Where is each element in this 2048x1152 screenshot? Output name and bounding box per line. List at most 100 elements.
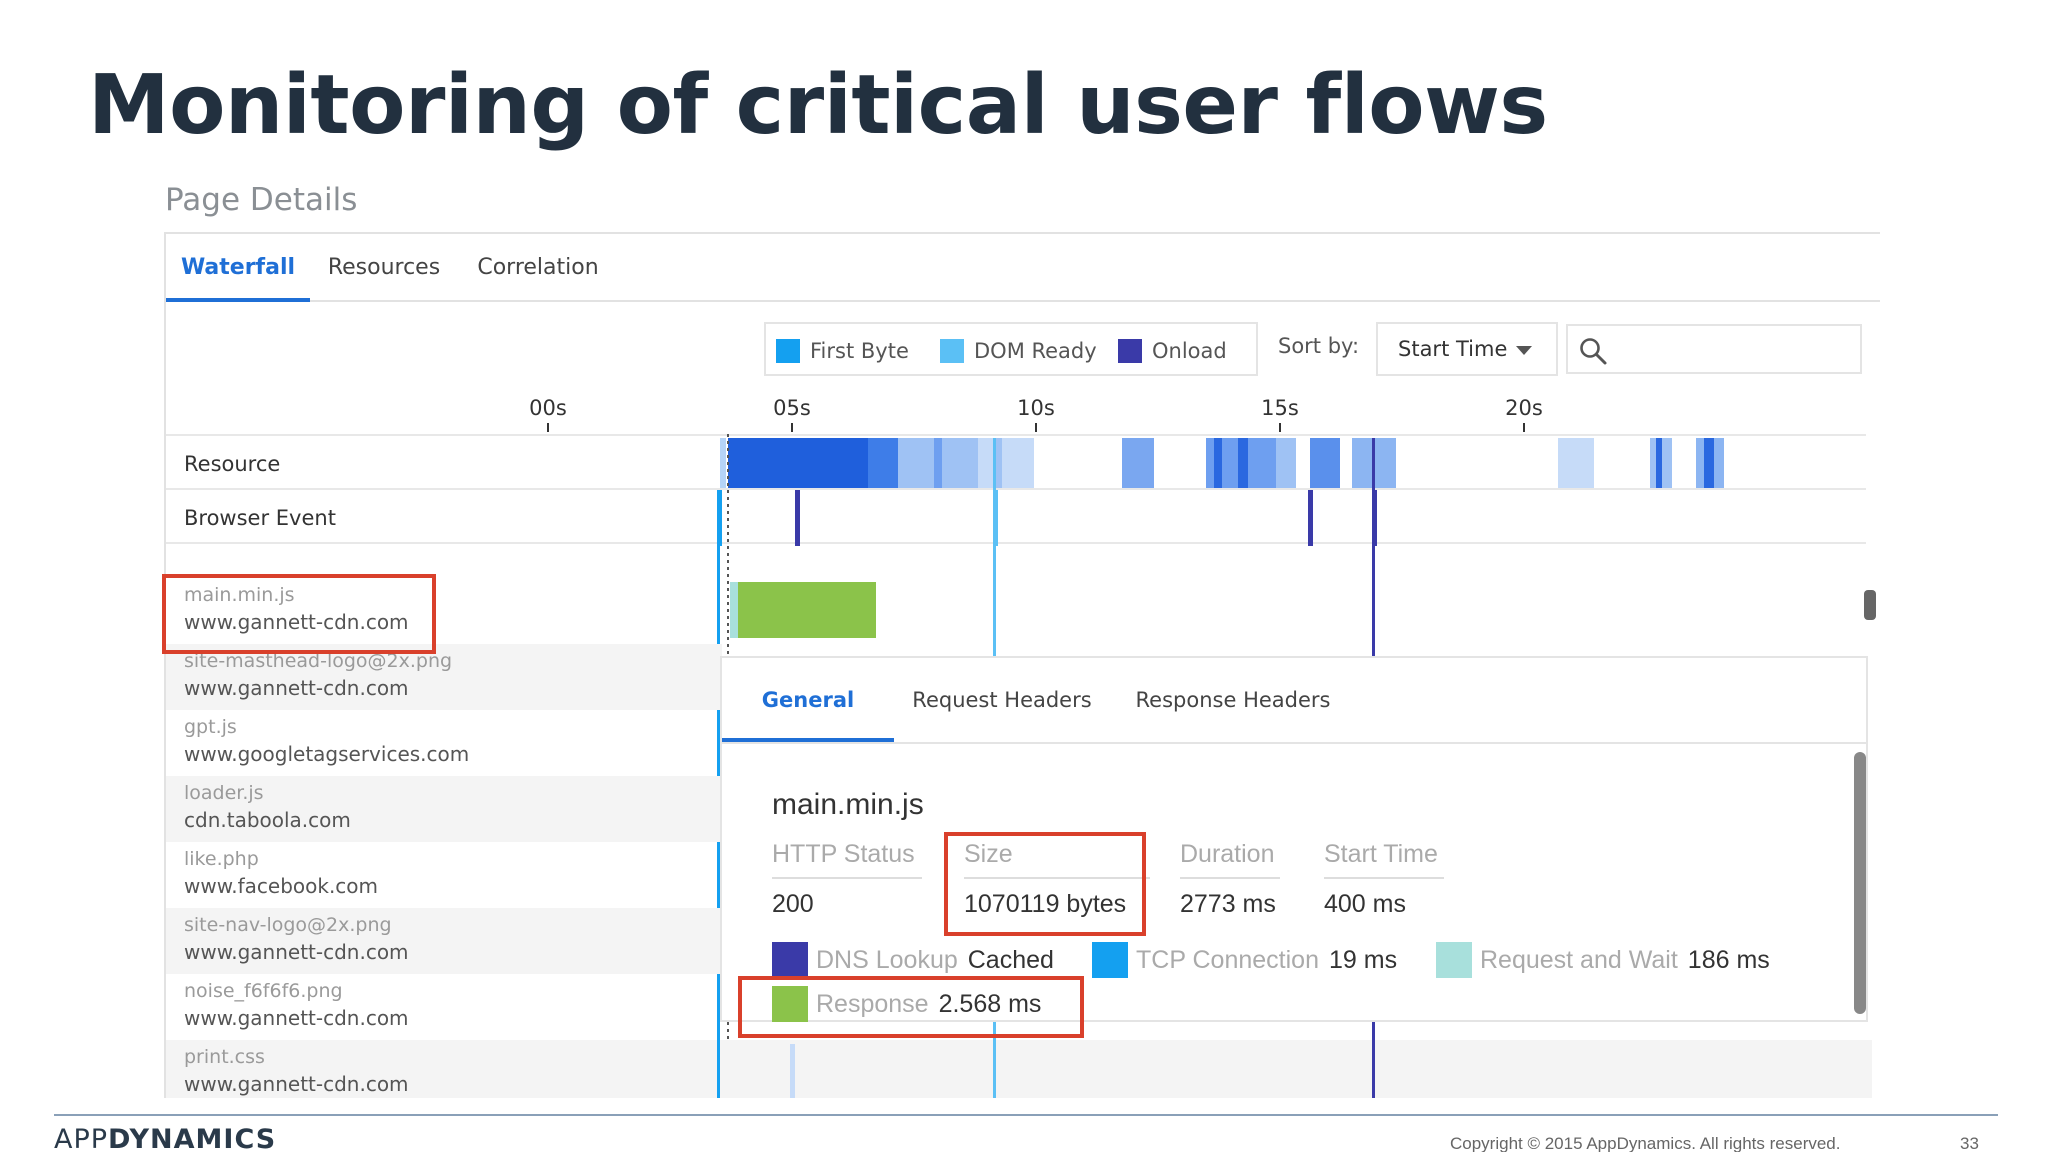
list-item[interactable]: like.php www.facebook.com [166,842,722,908]
resource-host: www.googletagservices.com [184,742,470,766]
detail-title: main.min.js [772,788,924,821]
timing-request-and-wait: Request and Wait 186 ms [1436,942,1770,978]
row-label-browser-event: Browser Event [184,506,336,530]
search-icon [1580,338,1607,365]
sort-value: Start Time [1398,337,1508,361]
highlight-response-timing [738,976,1084,1038]
list-item[interactable]: site-masthead-logo@2x.png www.gannett-cd… [166,644,722,710]
response-swatch [772,986,808,1022]
resource-host: www.gannett-cdn.com [184,1072,409,1096]
resource-segment [934,438,942,488]
first-byte-event-marker [717,490,722,546]
page-number: 33 [1960,1134,1979,1152]
onload-event-marker [795,490,800,546]
legend-first-byte[interactable]: First Byte [776,337,909,365]
field-value-size: 1070119 bytes [964,890,1127,918]
resource-name: main.min.js [184,584,295,606]
tick-label: 00s [529,396,567,420]
page-details-title: Page Details [165,182,358,218]
list-scrollbar[interactable] [1864,590,1876,620]
resource-host: cdn.taboola.com [184,808,351,832]
onload-event-marker [1372,490,1377,546]
copyright-text: Copyright © 2015 AppDynamics. All rights… [1450,1134,1841,1152]
legend-label: DOM Ready [974,339,1097,363]
field-value-duration: 2773 ms [1180,890,1276,918]
page-details-panel: Waterfall Resources Correlation First By… [164,232,1880,1098]
list-item[interactable]: site-nav-logo@2x.png www.gannett-cdn.com [166,908,722,974]
row-label-resource: Resource [184,452,281,476]
row-background [722,1040,1872,1098]
list-item[interactable]: noise_f6f6f6.png www.gannett-cdn.com [166,974,722,1040]
resource-segment [1704,438,1714,488]
onload-event-marker [1308,490,1313,546]
search-input[interactable] [1566,324,1862,374]
tab-request-headers[interactable]: Request Headers [912,688,1092,712]
legend-label: Onload [1152,339,1227,363]
highlight-resource-row [162,574,436,654]
timing-label: DNS Lookup [816,945,958,974]
list-item[interactable]: main.min.js www.gannett-cdn.com [166,578,722,644]
resource-host: www.gannett-cdn.com [184,676,409,700]
list-item[interactable]: print.css www.gannett-cdn.com [166,1040,722,1098]
legend-dom-ready[interactable]: DOM Ready [940,337,1097,365]
resource-name: site-masthead-logo@2x.png [184,650,453,672]
logo-bold-text: DYNAMICS [108,1124,277,1152]
dom-ready-line [993,1040,996,1098]
timing-value: 2.568 ms [938,989,1042,1018]
resource-host: www.gannett-cdn.com [184,610,409,634]
tcp-connection-swatch [1092,942,1128,978]
logo-light-text: APP [54,1124,109,1152]
tab-resources[interactable]: Resources [327,255,441,280]
resource-name: like.php [184,848,259,870]
resource-segment [978,438,1034,488]
tab-waterfall[interactable]: Waterfall [166,234,310,302]
resource-segment [1238,438,1248,488]
sort-label: Sort by: [1278,334,1360,358]
resource-name: loader.js [184,782,264,804]
resource-name: print.css [184,1046,265,1068]
detail-divider [722,742,1868,744]
resource-host: www.gannett-cdn.com [184,940,409,964]
appdynamics-logo: APPDYNAMICS [54,1124,276,1152]
first-byte-line [717,1040,720,1098]
field-label-http-status: HTTP Status [772,840,922,879]
list-item[interactable]: loader.js cdn.taboola.com [166,776,722,842]
timing-label: Request and Wait [1480,945,1678,974]
resource-segment [868,438,898,488]
detail-scrollbar[interactable] [1854,752,1866,1014]
field-value-http-status: 200 [772,890,814,918]
legend-onload[interactable]: Onload [1118,337,1227,365]
tick-label: 15s [1261,396,1299,420]
resource-host: www.facebook.com [184,874,379,898]
tab-general[interactable]: General [722,658,894,742]
tick-mark [1279,423,1281,432]
dns-lookup-swatch [772,942,808,978]
legend-label: First Byte [810,339,909,363]
resource-segment [720,438,726,488]
tab-correlation[interactable]: Correlation [477,255,599,280]
timing-label: Response [816,989,929,1018]
resource-detail-popover: General Request Headers Response Headers… [720,656,1868,1022]
dom-ready-event-marker [993,490,998,546]
resource-segment [1122,438,1154,488]
resource-segment [1276,438,1296,488]
timing-response: Response 2.568 ms [772,986,1041,1022]
onload-swatch [1118,339,1142,363]
onload-line [1372,1040,1375,1098]
resource-segment [1310,438,1340,488]
tab-response-headers[interactable]: Response Headers [1135,688,1331,712]
highlight-size-field [944,832,1146,936]
request-wait-swatch [1436,942,1472,978]
dom-ready-swatch [940,339,964,363]
sort-dropdown[interactable]: Start Time [1376,322,1558,376]
timing-value: Cached [967,945,1054,974]
list-item[interactable]: gpt.js www.googletagservices.com [166,710,722,776]
timing-value: 19 ms [1328,945,1398,974]
field-label-start-time: Start Time [1324,840,1444,879]
response-bar[interactable] [738,582,876,638]
resource-segment [1214,438,1222,488]
resource-name: site-nav-logo@2x.png [184,914,392,936]
timing-tcp-connection: TCP Connection 19 ms [1092,942,1397,978]
tick-label: 05s [773,396,811,420]
field-label-duration: Duration [1180,840,1280,879]
